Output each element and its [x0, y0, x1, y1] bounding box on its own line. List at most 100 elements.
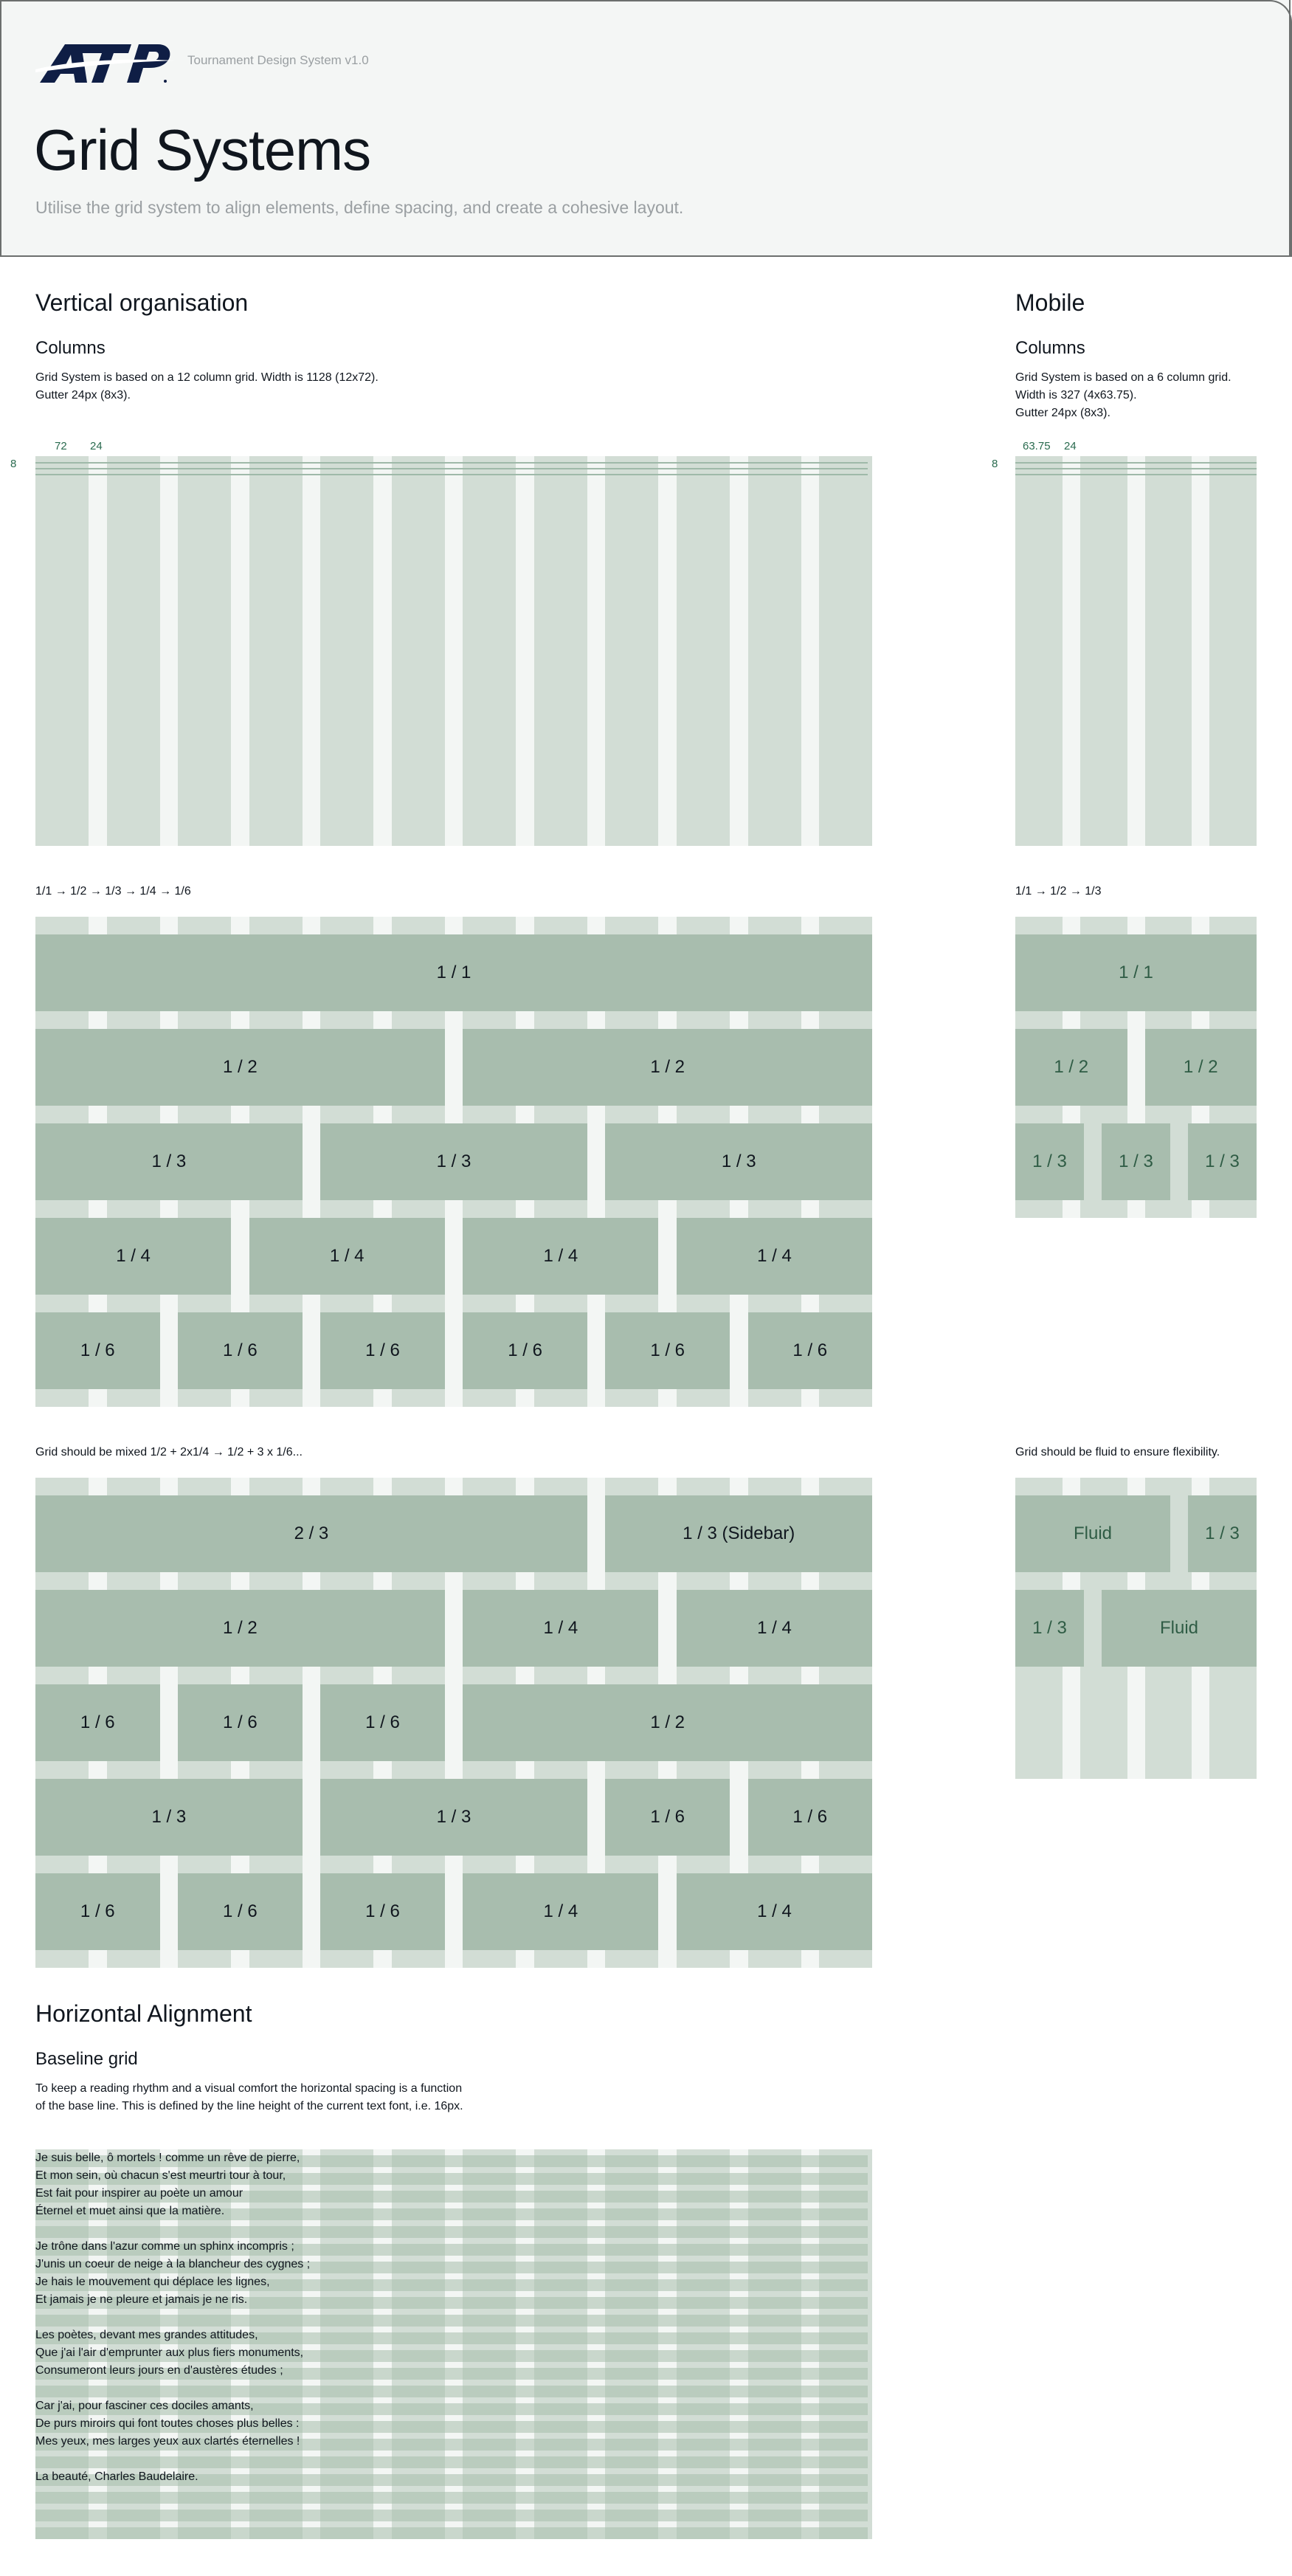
baseline-row [35, 2226, 868, 2238]
page-header [0, 0, 1291, 257]
grid-block: 1 / 6 [35, 1312, 160, 1389]
baseline-marker [35, 468, 868, 469]
grid-block: 1 / 3 (Sidebar) [605, 1495, 873, 1572]
baseline-heading: Baseline grid [35, 2049, 138, 2069]
mobile-fluid-grid: Fluid 1 / 3 1 / 3 Fluid [1015, 1478, 1257, 1779]
grid-block: 1 / 4 [463, 1873, 659, 1950]
grid-block: 1 / 3 [1188, 1123, 1257, 1200]
baseline-marker [1015, 462, 1257, 464]
grid-block: 1 / 2 [463, 1029, 873, 1106]
grid-block: 1 / 6 [747, 1779, 873, 1856]
mobile-margin-tag: 8 [992, 458, 998, 470]
columns-heading: Columns [35, 338, 106, 358]
vertical-heading: Vertical organisation [35, 289, 249, 316]
grid-block: 1 / 3 [35, 1123, 303, 1200]
grid-block: Fluid [1102, 1590, 1257, 1667]
grid-column [1209, 456, 1257, 846]
horizontal-heading: Horizontal Alignment [35, 2000, 252, 2027]
baseline-row [35, 2456, 868, 2468]
grid-block: 2 / 3 [35, 1495, 587, 1572]
fluid-label: Grid should be fluid to ensure flexibili… [1015, 1446, 1220, 1459]
baseline-poem: Je suis belle, ô mortels ! comme un rêve… [35, 2152, 311, 2483]
grid-block: 1 / 4 [249, 1218, 445, 1295]
baseline-row [35, 2244, 868, 2256]
grid-block: 1 / 4 [676, 1218, 873, 1295]
baseline-row [35, 2421, 868, 2433]
grid-block: 1 / 6 [320, 1684, 445, 1761]
column-width-tag: 72 [55, 440, 67, 452]
grid-block: 1 / 6 [605, 1312, 730, 1389]
baseline-row [35, 2279, 868, 2291]
grid-block: 1 / 6 [320, 1312, 445, 1389]
grid-block: 1 / 6 [463, 1312, 587, 1389]
mixed-label: Grid should be mixed 1/2 + 2x1/4 → 1/2 +… [35, 1446, 303, 1459]
atp-logo [35, 44, 176, 83]
baseline-grid [35, 2149, 873, 2539]
grid-block: 1 / 2 [35, 1590, 445, 1667]
progression-label: 1/1 → 1/2 → 1/3 → 1/4 → 1/6 [35, 885, 191, 898]
grid-block: 1 / 4 [676, 1873, 873, 1950]
baseline-row [35, 2386, 868, 2397]
grid-block: 1 / 6 [178, 1873, 303, 1950]
baseline-row [35, 2262, 868, 2273]
grid-block: 1 / 2 [463, 1684, 873, 1761]
grid-block: Fluid [1015, 1495, 1170, 1572]
grid-block: 1 / 1 [35, 934, 873, 1011]
baseline-row [35, 2315, 868, 2327]
mobile-progression-label: 1/1 → 1/2 → 1/3 [1015, 885, 1102, 898]
baseline-row [35, 2492, 868, 2504]
baseline-row [35, 2191, 868, 2203]
grid-column [533, 456, 587, 846]
grid-block: 1 / 2 [35, 1029, 445, 1106]
grid-block: 1 / 4 [463, 1590, 659, 1667]
grid-column [1144, 456, 1192, 846]
grid-block: 1 / 1 [1015, 934, 1257, 1011]
page-lead: Utilise the grid system to align element… [35, 198, 684, 217]
grid-block: 1 / 6 [178, 1684, 303, 1761]
mobile-column-width-tag: 63.75 [1023, 440, 1051, 452]
grid-column [249, 456, 303, 846]
grid-block: 1 / 3 [35, 1779, 303, 1856]
page-title: Grid Systems [34, 117, 371, 182]
grid-block: 1 / 6 [35, 1873, 160, 1950]
grid-column [320, 456, 374, 846]
baseline-text: To keep a reading rhythm and a visual co… [35, 2082, 463, 2112]
grid-block: 1 / 6 [747, 1312, 873, 1389]
grid-column [1079, 456, 1127, 846]
baseline-row [35, 2439, 868, 2451]
grid-block: 1 / 3 [1102, 1123, 1170, 1200]
grid-block: 1 / 3 [1015, 1123, 1084, 1200]
grid-block: 1 / 3 [320, 1779, 587, 1856]
baseline-row [35, 2510, 868, 2521]
grid-block: 1 / 2 [1144, 1029, 1257, 1106]
grid-block: 1 / 3 [320, 1123, 587, 1200]
baseline-marker [35, 462, 868, 464]
grid-block: 1 / 6 [605, 1779, 730, 1856]
grid-block: 1 / 4 [35, 1218, 232, 1295]
baseline-row [35, 2368, 868, 2380]
grid-block: 1 / 3 [1188, 1495, 1257, 1572]
grid-block: 1 / 3 [1015, 1590, 1084, 1667]
columns-text: Grid System is based on a 12 column grid… [35, 371, 379, 402]
mobile-gutter-width-tag: 24 [1064, 440, 1077, 452]
grid-column [605, 456, 659, 846]
grid-block: 1 / 2 [1015, 1029, 1127, 1106]
baseline-row [35, 2297, 868, 2309]
baseline-row [35, 2155, 868, 2167]
grid-column [391, 456, 445, 846]
baseline-row [35, 2332, 868, 2344]
grid-block: 1 / 6 [35, 1684, 160, 1761]
grid-column [747, 456, 801, 846]
baseline-row [35, 2527, 868, 2539]
grid-block: 1 / 6 [178, 1312, 303, 1389]
grid-block: 1 / 4 [463, 1218, 659, 1295]
baseline-row [35, 2403, 868, 2415]
grid-column [819, 456, 873, 846]
baseline-row [35, 2208, 868, 2220]
desktop-column-grid [35, 456, 873, 846]
grid-column [35, 456, 89, 846]
grid-column [1015, 456, 1063, 846]
